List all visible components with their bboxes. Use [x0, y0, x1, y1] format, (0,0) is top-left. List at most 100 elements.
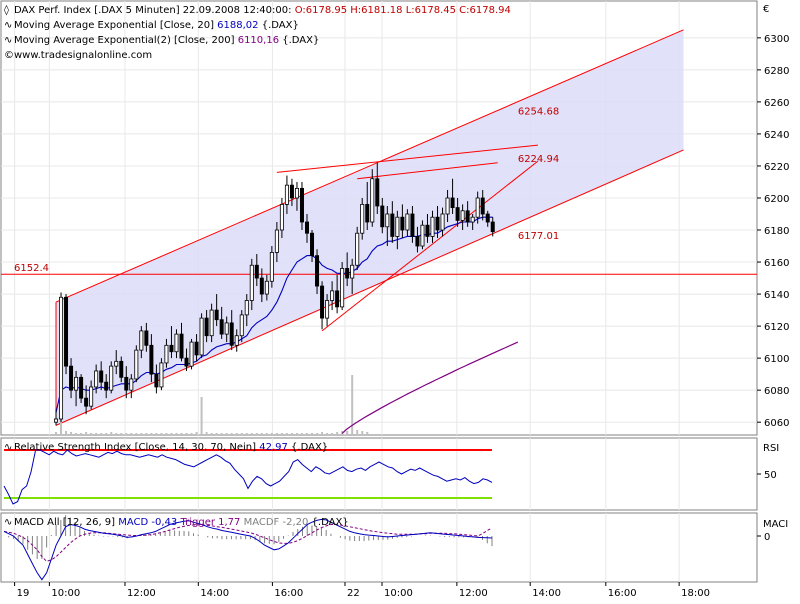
candle-body[interactable]	[405, 213, 410, 231]
candle-body[interactable]	[244, 300, 249, 316]
candle-body[interactable]	[199, 317, 204, 356]
macd-pane[interactable]: ∿ MACD All [12, 26, 9] MACD -0,43 Trigger…	[0, 512, 788, 583]
candle-body[interactable]	[289, 184, 294, 199]
candle-body[interactable]	[74, 376, 79, 391]
candle-body[interactable]	[64, 296, 69, 367]
candle-body[interactable]	[480, 197, 485, 215]
candle-body[interactable]	[284, 184, 289, 205]
candle-body[interactable]	[144, 330, 149, 346]
candle-body[interactable]	[440, 213, 445, 231]
trendline-3[interactable]	[321, 160, 539, 332]
candle-body[interactable]	[169, 344, 174, 353]
candle-body[interactable]	[109, 365, 114, 391]
candle-body[interactable]	[229, 322, 234, 346]
candle-body[interactable]	[84, 397, 89, 407]
candle-body[interactable]	[360, 203, 365, 234]
candle-body[interactable]	[154, 373, 159, 388]
candle-body[interactable]	[350, 264, 355, 279]
candle-body[interactable]	[164, 344, 169, 364]
legend-entry[interactable]: ∿ Moving Average Exponential [Close, 20] …	[4, 20, 299, 31]
candle-body[interactable]	[485, 213, 490, 223]
candle-body[interactable]	[330, 290, 335, 301]
candle-body[interactable]	[99, 370, 104, 383]
candle-body[interactable]	[184, 357, 189, 367]
candle-body[interactable]	[435, 216, 440, 231]
candle-body[interactable]	[249, 264, 254, 301]
candle-body[interactable]	[304, 221, 309, 234]
candle-body[interactable]	[380, 205, 385, 228]
candle-body[interactable]	[149, 344, 154, 375]
candle-body[interactable]	[335, 290, 340, 308]
candle-body[interactable]	[445, 197, 450, 215]
candle-body[interactable]	[370, 178, 375, 223]
candle-body[interactable]	[390, 213, 395, 237]
legend-entry[interactable]: © www.tradesignalonline.com	[4, 50, 152, 61]
candle-body[interactable]	[59, 296, 64, 420]
candle-body[interactable]	[89, 386, 94, 407]
candle-body[interactable]	[415, 236, 420, 247]
candle-body[interactable]	[410, 213, 415, 237]
candle-body[interactable]	[274, 229, 279, 253]
candle-body[interactable]	[114, 360, 119, 367]
candle-body[interactable]	[340, 268, 345, 308]
candle-body[interactable]	[264, 280, 269, 295]
candle-body[interactable]	[425, 224, 430, 237]
candle-body[interactable]	[194, 341, 199, 356]
trendline-2[interactable]	[357, 162, 498, 180]
candle-body[interactable]	[365, 203, 370, 223]
candle-body[interactable]	[470, 216, 475, 223]
candle-body[interactable]	[69, 365, 74, 391]
candle-body[interactable]	[94, 370, 99, 388]
candle-body[interactable]	[465, 210, 470, 223]
candle-body[interactable]	[224, 322, 229, 335]
candle-body[interactable]	[219, 319, 224, 335]
candle-body[interactable]	[119, 360, 124, 378]
candle-body[interactable]	[179, 333, 184, 359]
candle-body[interactable]	[239, 314, 244, 337]
candle-body[interactable]	[320, 285, 325, 319]
candle-body[interactable]	[259, 277, 264, 295]
candle-body[interactable]	[395, 216, 400, 237]
candle-body[interactable]	[299, 187, 304, 223]
candle-body[interactable]	[279, 203, 284, 231]
candle-body[interactable]	[214, 309, 219, 321]
candle-body[interactable]	[254, 264, 259, 279]
candle-body[interactable]	[269, 252, 274, 282]
candle-body[interactable]	[430, 216, 435, 237]
candle-body[interactable]	[345, 268, 350, 279]
candle-body[interactable]	[310, 232, 315, 257]
candle-body[interactable]	[460, 210, 465, 221]
candle-body[interactable]	[204, 317, 209, 337]
candle-body[interactable]	[490, 221, 495, 233]
candle-body[interactable]	[294, 187, 299, 199]
candle-body[interactable]	[385, 213, 390, 228]
candle-body[interactable]	[420, 224, 425, 247]
rsi-pane[interactable]: ∿ Relative Strength Index [Close, 14, 30,…	[0, 437, 779, 511]
ema20-line[interactable]	[55, 216, 493, 413]
candle-body[interactable]	[400, 216, 405, 231]
candle-body[interactable]	[315, 255, 320, 287]
candle-body[interactable]	[104, 381, 109, 391]
candle-body[interactable]	[189, 341, 194, 367]
candle-body[interactable]	[209, 309, 214, 337]
candle-body[interactable]	[124, 376, 129, 391]
candle-body[interactable]	[375, 178, 380, 207]
trendline-1[interactable]	[276, 144, 538, 173]
candle-body[interactable]	[450, 197, 455, 208]
channel-upper-line[interactable]	[55, 29, 684, 303]
candle-body[interactable]	[174, 333, 179, 353]
candle-body[interactable]	[79, 376, 84, 399]
macd-line[interactable]	[3, 518, 493, 581]
rsi-line[interactable]	[3, 449, 493, 505]
candle-body[interactable]	[54, 418, 59, 423]
candle-body[interactable]	[325, 300, 330, 319]
candle-body[interactable]	[129, 378, 134, 391]
candle-body[interactable]	[134, 349, 139, 380]
legend-entry[interactable]: ◊ DAX Perf. Index [.DAX 5 Minuten] 22.09.…	[4, 4, 511, 16]
ema200-line[interactable]	[341, 341, 519, 434]
candle-body[interactable]	[475, 197, 480, 218]
candle-body[interactable]	[455, 207, 460, 221]
candle-body[interactable]	[355, 232, 360, 266]
main-price-pane[interactable]: 6152.4 6254.68 6224.94 6177.01 €6060 6080 6100…	[0, 0, 789, 436]
candle-body[interactable]	[159, 362, 164, 388]
